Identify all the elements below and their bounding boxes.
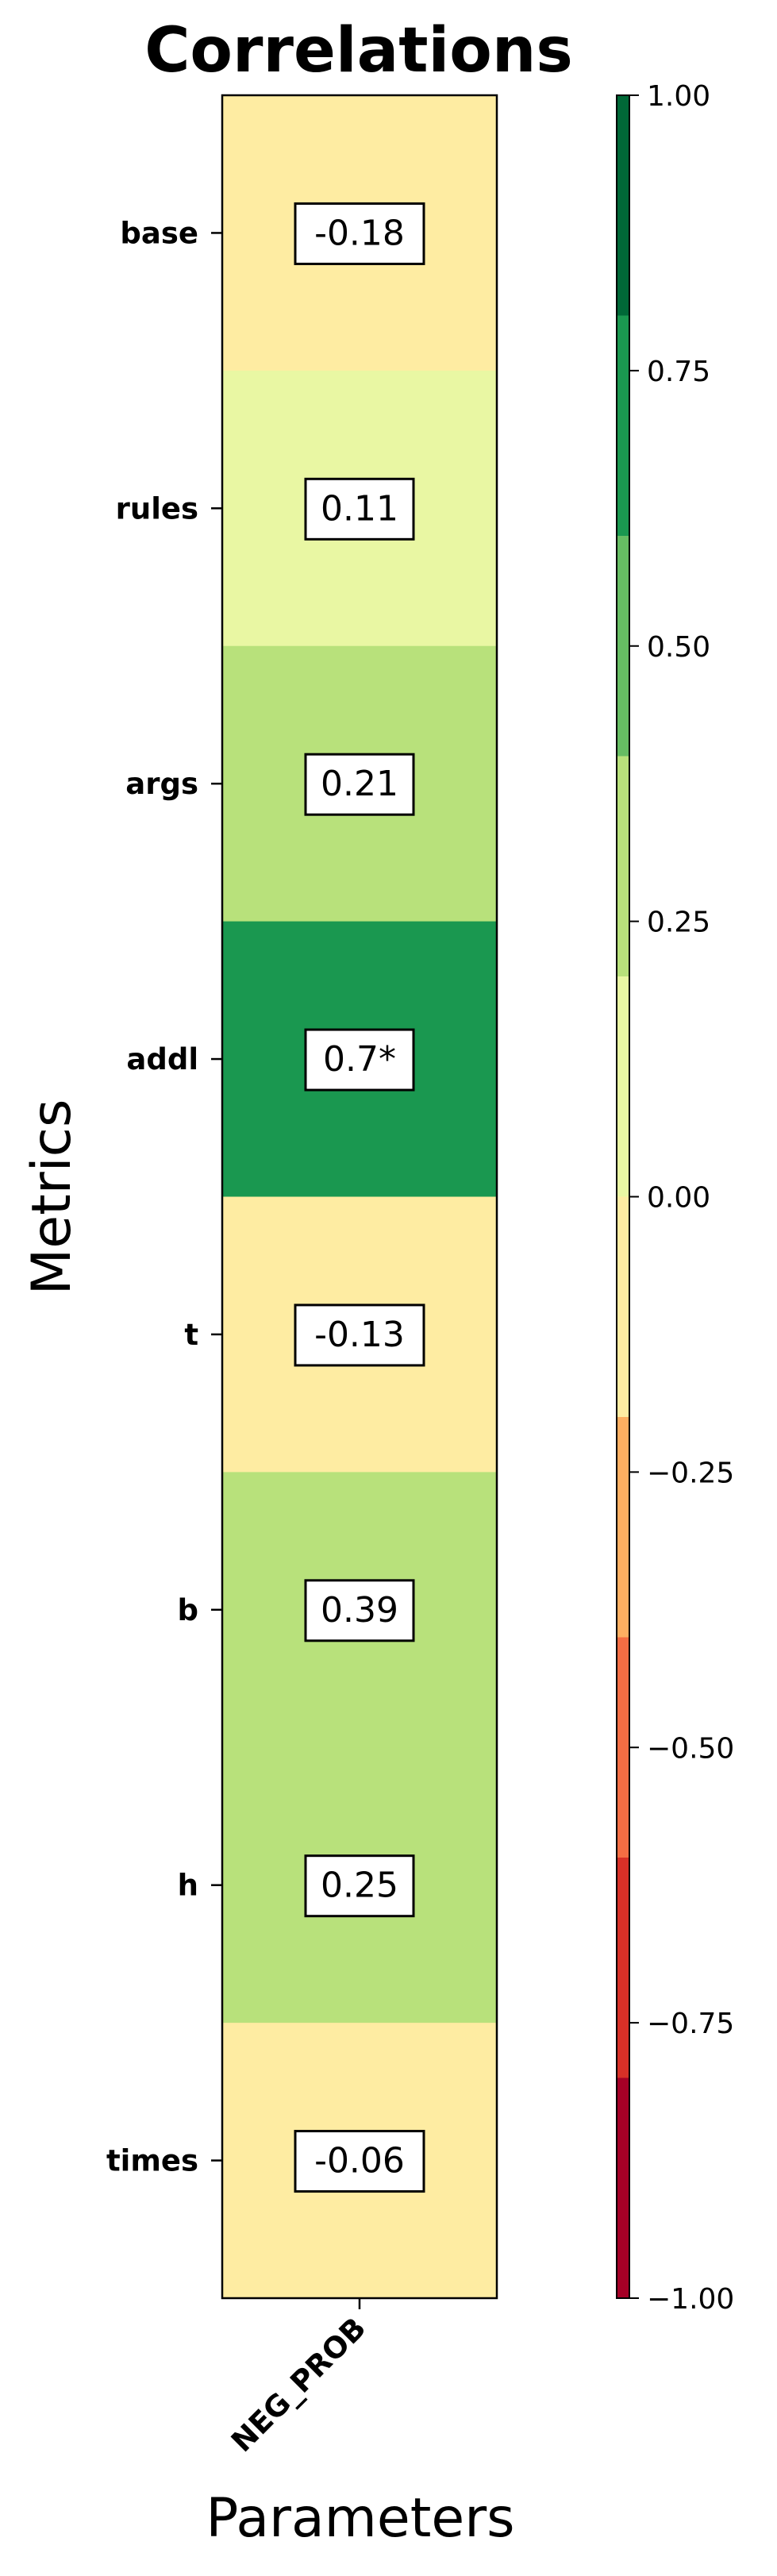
cell-value-label: 0.7* bbox=[323, 1039, 396, 1080]
row-label: addl bbox=[126, 1042, 198, 1076]
heatmap-cells: -0.18 0.11 0.21 0.7* -0.13 0.39 0.25 -0.06 bbox=[222, 95, 497, 2299]
cell-value-label: 0.11 bbox=[321, 488, 398, 529]
chart-title: Correlations bbox=[144, 15, 573, 87]
cell-value-label: -0.18 bbox=[314, 213, 405, 253]
row-labels: base rules args addl t b h times bbox=[106, 216, 222, 2178]
cell-value-box bbox=[304, 753, 415, 816]
colorbar-segment bbox=[617, 95, 629, 316]
cell-value-box bbox=[304, 1028, 415, 1092]
cell-value-box bbox=[304, 1579, 415, 1642]
column-label: NEG_PROB bbox=[225, 2311, 372, 2459]
colorbar-segment bbox=[617, 315, 629, 537]
column-labels: NEG_PROB bbox=[225, 2298, 372, 2459]
colorbar-segment bbox=[617, 1196, 629, 1418]
row-label: args bbox=[125, 767, 198, 801]
colorbar-tick-label: 0.75 bbox=[647, 356, 710, 388]
y-axis-title: Metrics bbox=[21, 1099, 83, 1296]
x-axis-title: Parameters bbox=[206, 2487, 514, 2550]
cell-value-label: -0.06 bbox=[314, 2141, 405, 2181]
colorbar-tick-label: 0.00 bbox=[647, 1182, 710, 1215]
colorbar-tick-label: 0.50 bbox=[647, 631, 710, 664]
cell-value-box bbox=[304, 1854, 415, 1918]
colorbar-tick-label: 1.00 bbox=[647, 80, 710, 113]
colorbar-segment bbox=[617, 976, 629, 1197]
cell-value-box bbox=[304, 477, 415, 541]
colorbar: 1.00 0.75 0.50 0.25 0.00 −0.25 −0.50 −0.75 −1.00 bbox=[616, 80, 734, 2316]
row-label: rules bbox=[116, 491, 198, 526]
cell-value-label: 0.39 bbox=[321, 1590, 398, 1631]
colorbar-tick-label: −0.75 bbox=[647, 2008, 734, 2040]
colorbar-segment bbox=[617, 2077, 629, 2299]
colorbar-tick-label: −0.50 bbox=[647, 1732, 734, 1765]
colorbar-tick-label: 0.25 bbox=[647, 907, 710, 939]
colorbar-tick-label: −0.25 bbox=[647, 1457, 734, 1489]
colorbar-segment bbox=[617, 1417, 629, 1638]
cell-value-label: 0.21 bbox=[321, 764, 398, 804]
row-label: times bbox=[106, 2144, 198, 2178]
row-label: h bbox=[178, 1869, 198, 1903]
cell-value-box bbox=[294, 1303, 425, 1367]
colorbar-segment bbox=[617, 1637, 629, 1858]
cell-value-box bbox=[294, 202, 425, 265]
cell-value-label: 0.25 bbox=[321, 1866, 398, 1906]
cell-value-label: -0.13 bbox=[314, 1315, 405, 1355]
row-label: t bbox=[184, 1318, 198, 1352]
colorbar-segment bbox=[617, 756, 629, 977]
colorbar-segment bbox=[617, 536, 629, 757]
row-label: b bbox=[178, 1593, 199, 1627]
cell-value-box bbox=[294, 2130, 425, 2193]
colorbar-tick-label: −1.00 bbox=[647, 2283, 734, 2316]
colorbar-segment bbox=[617, 1858, 629, 2078]
row-label: base bbox=[120, 216, 198, 250]
